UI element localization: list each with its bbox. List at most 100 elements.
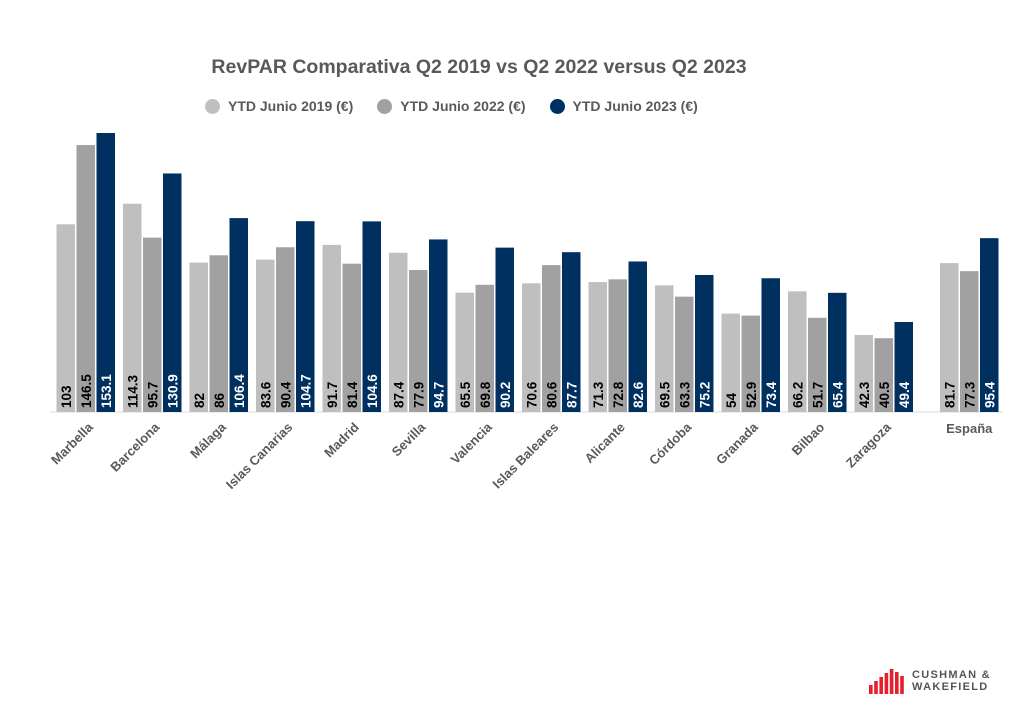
bar-islas-baleares-2023	[562, 252, 581, 412]
bar-marbella-2019	[56, 224, 75, 412]
bar-bilbao-2019	[788, 291, 807, 412]
brand-logo-bar	[900, 676, 904, 694]
category-label-valencia: Valencia	[447, 419, 495, 467]
category-label-cordoba: Córdoba	[646, 419, 695, 468]
category-label-malaga: Málaga	[187, 419, 229, 461]
bar-sevilla-2022	[409, 270, 428, 412]
category-label-barcelona: Barcelona	[107, 419, 163, 475]
legend-item-2019: YTD Junio 2019 (€)	[205, 98, 353, 114]
legend-marker-2023	[549, 98, 565, 114]
brand-wordmark: CUSHMAN & WAKEFIELD	[912, 669, 991, 693]
bar-islas-canarias-2019	[256, 259, 275, 412]
bar-alicante-2023	[628, 261, 647, 412]
data-label-marbella-2022: 146.5	[79, 374, 94, 408]
bar-barcelona-2019	[123, 203, 142, 412]
data-label-espana-2019: 81.7	[942, 382, 957, 408]
data-label-bilbao-2023: 65.4	[830, 381, 845, 408]
category-label-islas-canarias: Islas Canarias	[223, 420, 295, 492]
bar-group-malaga: 82 86 106.4	[189, 218, 248, 412]
data-label-islas-baleares-2023: 87.7	[564, 382, 579, 408]
data-label-cordoba-2023: 75.2	[697, 382, 712, 408]
bar-bilbao-2023	[828, 292, 847, 412]
bar-group-islas-baleares: 70.6 80.6 87.7	[522, 252, 581, 412]
data-label-madrid-2019: 91.7	[325, 382, 340, 408]
chart-title: RevPAR Comparativa Q2 2019 vs Q2 2022 ve…	[211, 56, 747, 78]
bar-cordoba-2023	[695, 274, 714, 412]
brand-logo-bar	[895, 672, 899, 694]
category-label-madrid: Madrid	[321, 419, 362, 460]
brand-logo-bar	[874, 681, 878, 694]
bar-zaragoza-2022	[874, 338, 893, 412]
legend-marker-2019	[205, 98, 220, 114]
bar-valencia-2023	[495, 247, 514, 412]
legend-label-2022: YTD Junio 2022 (€)	[400, 98, 526, 114]
bar-group-marbella: 103 146.5 153.1	[56, 133, 115, 412]
data-label-marbella-2023: 153.1	[99, 374, 114, 408]
bar-sevilla-2019	[389, 252, 408, 412]
bar-group-cordoba: 69.5 63.3 75.2	[655, 274, 714, 412]
data-label-barcelona-2022: 95.7	[145, 382, 160, 408]
data-label-islas-canarias-2022: 90.4	[278, 381, 293, 408]
legend-label-2019: YTD Junio 2019 (€)	[228, 98, 354, 114]
data-label-sevilla-2022: 77.9	[411, 382, 426, 408]
legend: YTD Junio 2019 (€) YTD Junio 2022 (€) YT…	[205, 98, 698, 114]
bar-granada-2019	[721, 313, 740, 412]
data-label-zaragoza-2023: 49.4	[897, 381, 912, 408]
brand-line-2: WAKEFIELD	[912, 681, 989, 693]
data-label-alicante-2019: 71.3	[591, 381, 606, 408]
data-label-malaga-2019: 82	[192, 393, 207, 408]
brand-logo: CUSHMAN & WAKEFIELD	[868, 668, 991, 694]
bar-group-madrid: 91.7 81.4 104.6	[322, 221, 381, 412]
data-label-cordoba-2022: 63.3	[677, 381, 692, 408]
bar-alicante-2019	[588, 282, 607, 412]
bar-group-bilbao: 66.2 51.7 65.4	[788, 291, 847, 412]
brand-logo-bar	[879, 677, 883, 694]
bar-group-barcelona: 114.3 95.7 130.9	[123, 173, 182, 412]
data-label-islas-baleares-2022: 80.6	[544, 381, 559, 408]
bar-malaga-2022	[209, 255, 228, 412]
bar-valencia-2019	[455, 292, 474, 412]
category-label-bilbao: Bilbao	[789, 419, 828, 458]
bar-sevilla-2023	[429, 239, 448, 412]
bar-granada-2023	[761, 278, 780, 412]
category-label-islas-baleares: Islas Baleares	[489, 420, 561, 492]
bar-islas-baleares-2022	[542, 265, 561, 412]
bar-valencia-2022	[475, 284, 494, 412]
bar-islas-canarias-2023	[296, 221, 315, 412]
bar-malaga-2023	[229, 218, 248, 412]
bar-alicante-2022	[608, 279, 627, 412]
bar-marbella-2023	[96, 133, 115, 412]
bar-group-granada: 54 52.9 73.4	[721, 278, 780, 412]
category-label-alicante: Alicante	[582, 420, 628, 466]
bar-bilbao-2022	[808, 317, 827, 412]
bar-group-zaragoza: 42.3 40.5 49.4	[854, 321, 913, 412]
data-label-granada-2022: 52.9	[744, 382, 759, 408]
data-label-bilbao-2022: 51.7	[810, 382, 825, 408]
legend-marker-2022	[377, 98, 393, 114]
data-label-islas-baleares-2019: 70.6	[524, 381, 539, 408]
data-label-marbella-2019: 103	[59, 385, 74, 408]
data-label-sevilla-2023: 94.7	[431, 382, 446, 408]
brand-logo-bar	[889, 669, 894, 694]
brand-logo-bar	[884, 673, 889, 694]
category-label-marbella: Marbella	[48, 419, 96, 467]
data-label-bilbao-2019: 66.2	[790, 382, 805, 408]
data-label-alicante-2022: 72.8	[611, 381, 626, 408]
data-label-valencia-2023: 90.2	[498, 382, 513, 408]
data-label-sevilla-2019: 87.4	[391, 381, 406, 408]
data-label-zaragoza-2022: 40.5	[877, 381, 892, 408]
data-label-madrid-2023: 104.6	[365, 374, 380, 408]
data-label-valencia-2022: 69.8	[478, 381, 493, 408]
bar-group-sevilla: 87.4 77.9 94.7	[389, 239, 448, 412]
brand-logo-bar	[869, 685, 873, 694]
bar-espana-2019	[940, 263, 959, 412]
category-label-espana: España	[946, 421, 993, 436]
data-label-barcelona-2019: 114.3	[125, 374, 140, 408]
bar-barcelona-2023	[163, 173, 182, 412]
bar-group-islas-canarias: 83.6 90.4 104.7	[256, 221, 315, 412]
data-label-valencia-2019: 65.5	[458, 381, 473, 408]
bar-barcelona-2022	[143, 237, 162, 412]
bar-cordoba-2019	[655, 285, 674, 412]
data-label-madrid-2022: 81.4	[345, 381, 360, 408]
